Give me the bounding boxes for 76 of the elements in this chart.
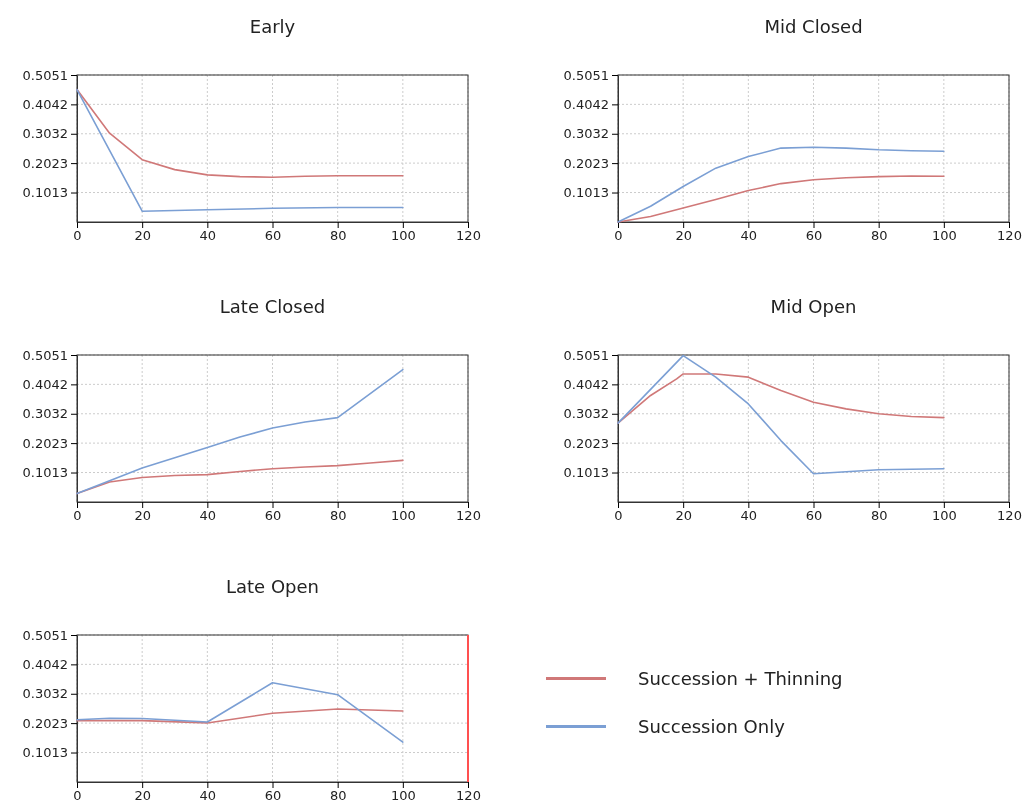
y-tick-label: 0.1013 [22, 185, 68, 201]
line-series [76, 88, 404, 213]
x-tick-label: 20 [134, 508, 151, 524]
y-tick-label: 0.4042 [563, 97, 609, 113]
line-series [76, 368, 404, 495]
y-tick-label: 0.1013 [22, 745, 68, 761]
y-tick-label: 0.3032 [22, 126, 68, 142]
y-tick-label: 0.1013 [563, 465, 609, 481]
x-tick-label: 100 [390, 508, 416, 524]
x-tick-label: 100 [390, 228, 416, 244]
y-tick-label: 0.1013 [563, 185, 609, 201]
x-tick-label: 120 [997, 508, 1022, 524]
x-tick-label: 100 [931, 228, 957, 244]
line-series [76, 88, 404, 178]
y-tick-label: 0.4042 [22, 97, 68, 113]
x-tick-label: 0 [614, 228, 623, 244]
y-tick-label: 0.5051 [22, 627, 68, 643]
chart-title: Mid Closed [764, 16, 863, 37]
x-tick-label: 0 [614, 508, 623, 524]
x-tick-label: 20 [675, 508, 692, 524]
line-series [617, 146, 945, 223]
line-series [76, 681, 404, 743]
x-tick-label: 60 [805, 228, 823, 244]
x-tick-label: 120 [456, 788, 481, 804]
x-tick-label: 20 [675, 228, 692, 244]
x-tick-label: 20 [134, 788, 151, 804]
y-tick-label: 0.5051 [563, 347, 609, 363]
x-tick-label: 0 [73, 508, 82, 524]
y-tick-label: 0.3032 [22, 686, 68, 702]
x-tick-label: 0 [73, 788, 82, 804]
x-tick-label: 60 [264, 228, 282, 244]
x-tick-label: 80 [329, 228, 347, 244]
line-series [76, 708, 404, 724]
x-tick-label: 80 [329, 508, 347, 524]
y-tick-label: 0.4042 [22, 657, 68, 673]
line-series [76, 459, 404, 495]
y-tick-label: 0.2023 [22, 435, 68, 451]
y-tick-label: 0.5051 [22, 67, 68, 83]
y-tick-label: 0.2023 [563, 155, 609, 171]
chart-title: Late Closed [219, 296, 326, 317]
x-tick-label: 60 [264, 788, 282, 804]
y-tick-label: 0.2023 [563, 435, 609, 451]
x-tick-label: 40 [740, 228, 758, 244]
y-tick-label: 0.4042 [22, 377, 68, 393]
chart-title: Mid Open [770, 296, 857, 317]
x-tick-label: 40 [199, 508, 217, 524]
line-series [617, 354, 945, 475]
x-tick-label: 80 [329, 788, 347, 804]
y-tick-label: 0.3032 [563, 406, 609, 422]
x-tick-label: 40 [199, 788, 217, 804]
line-series [617, 175, 945, 223]
x-tick-label: 40 [199, 228, 217, 244]
x-tick-label: 100 [390, 788, 416, 804]
y-tick-label: 0.5051 [563, 67, 609, 83]
chart-title: Early [249, 16, 296, 37]
y-tick-label: 0.5051 [22, 347, 68, 363]
x-tick-label: 20 [134, 228, 151, 244]
x-tick-label: 100 [931, 508, 957, 524]
x-tick-label: 40 [740, 508, 758, 524]
x-tick-label: 0 [73, 228, 82, 244]
chart-title: Late Open [226, 576, 319, 597]
x-tick-label: 120 [456, 508, 481, 524]
y-tick-label: 0.3032 [563, 126, 609, 142]
x-tick-label: 60 [805, 508, 823, 524]
x-tick-label: 120 [456, 228, 481, 244]
x-tick-label: 60 [264, 508, 282, 524]
legend-label: Succession Only [638, 715, 786, 737]
x-tick-label: 80 [870, 508, 888, 524]
x-tick-label: 80 [870, 228, 888, 244]
y-tick-label: 0.3032 [22, 406, 68, 422]
y-tick-label: 0.2023 [22, 155, 68, 171]
y-tick-label: 0.4042 [563, 377, 609, 393]
y-tick-label: 0.1013 [22, 465, 68, 481]
y-tick-label: 0.2023 [22, 715, 68, 731]
x-tick-label: 120 [997, 228, 1022, 244]
legend-label: Succession + Thinning [638, 667, 843, 689]
